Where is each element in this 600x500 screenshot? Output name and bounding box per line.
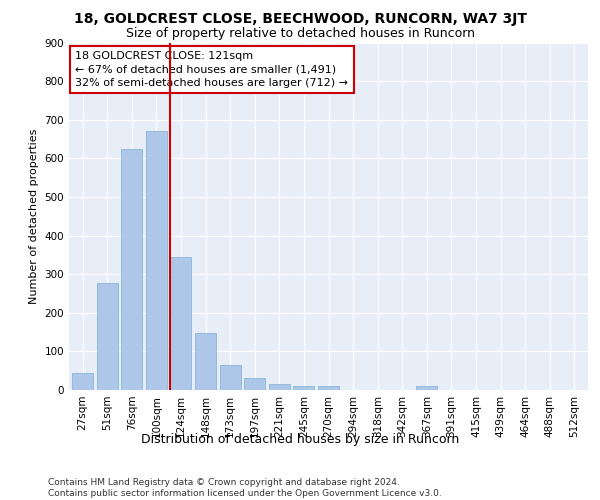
Bar bbox=[244, 378, 265, 390]
Bar bbox=[170, 257, 191, 390]
Text: Contains HM Land Registry data © Crown copyright and database right 2024.
Contai: Contains HM Land Registry data © Crown c… bbox=[48, 478, 442, 498]
Text: 18 GOLDCREST CLOSE: 121sqm
← 67% of detached houses are smaller (1,491)
32% of s: 18 GOLDCREST CLOSE: 121sqm ← 67% of deta… bbox=[75, 51, 348, 88]
Bar bbox=[97, 282, 118, 390]
Text: Size of property relative to detached houses in Runcorn: Size of property relative to detached ho… bbox=[125, 28, 475, 40]
Bar bbox=[195, 333, 216, 390]
Bar bbox=[220, 365, 241, 390]
Bar bbox=[318, 386, 339, 390]
Text: Distribution of detached houses by size in Runcorn: Distribution of detached houses by size … bbox=[141, 432, 459, 446]
Y-axis label: Number of detached properties: Number of detached properties bbox=[29, 128, 39, 304]
Bar bbox=[269, 384, 290, 390]
Bar bbox=[293, 386, 314, 390]
Bar bbox=[121, 150, 142, 390]
Bar bbox=[146, 132, 167, 390]
Text: 18, GOLDCREST CLOSE, BEECHWOOD, RUNCORN, WA7 3JT: 18, GOLDCREST CLOSE, BEECHWOOD, RUNCORN,… bbox=[74, 12, 527, 26]
Bar bbox=[416, 386, 437, 390]
Bar bbox=[72, 372, 93, 390]
